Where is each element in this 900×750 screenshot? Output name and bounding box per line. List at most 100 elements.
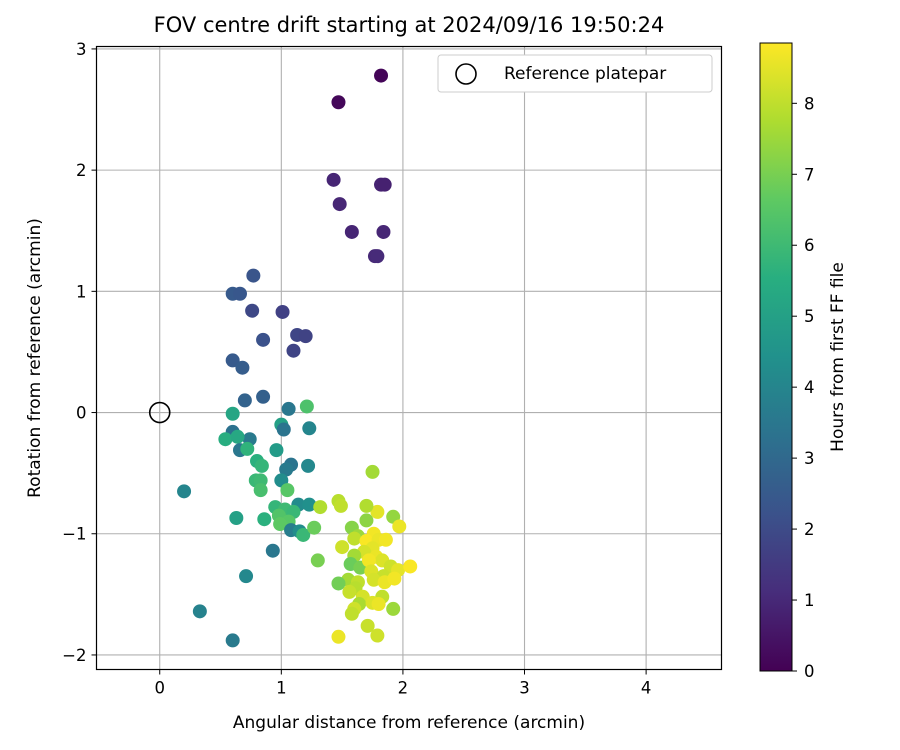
- scatter-point: [276, 422, 291, 437]
- legend-box: [437, 54, 713, 93]
- scatter-point: [359, 498, 374, 513]
- scatter-point: [230, 429, 245, 444]
- scatter-point: [310, 553, 325, 568]
- y-tick-label: 1: [76, 282, 87, 301]
- colorbar-label: Hours from first FF file: [828, 262, 848, 452]
- scatter-point: [265, 543, 280, 558]
- scatter-point: [256, 332, 271, 347]
- scatter-point: [253, 473, 268, 488]
- scatter-point: [370, 628, 385, 643]
- scatter-point: [333, 498, 348, 513]
- scatter-point: [371, 597, 386, 612]
- scatter-point: [387, 571, 402, 586]
- scatter-point: [232, 286, 247, 301]
- scatter-point: [377, 177, 392, 192]
- chart-title: FOV centre drift starting at 2024/09/16 …: [154, 13, 665, 37]
- legend-marker: [455, 63, 477, 85]
- scatter-point: [366, 572, 381, 587]
- scatter-point: [246, 268, 261, 283]
- scatter-point: [279, 462, 294, 477]
- scatter-point: [335, 540, 350, 555]
- scatter-point: [302, 421, 317, 436]
- colorbar-tick-label: 1: [804, 591, 815, 610]
- colorbar-tick-label: 5: [804, 307, 815, 326]
- y-tick-label: −2: [62, 646, 86, 665]
- scatter-point: [344, 224, 359, 239]
- scatter-point: [235, 360, 250, 375]
- scatter-point: [313, 500, 328, 515]
- scatter-point: [257, 512, 272, 527]
- x-tick-label: 0: [154, 679, 165, 698]
- colorbar-tick-label: 2: [804, 520, 815, 539]
- scatter-point: [298, 329, 313, 344]
- scatter-point: [254, 458, 269, 473]
- scatter-point: [273, 517, 288, 532]
- scatter-point: [299, 399, 314, 414]
- scatter-point: [374, 68, 389, 83]
- scatter-point: [286, 343, 301, 358]
- scatter-point: [256, 389, 271, 404]
- scatter-point: [326, 172, 341, 187]
- scatter-point: [347, 531, 362, 546]
- scatter-point: [370, 504, 385, 519]
- y-tick-label: 2: [76, 161, 87, 180]
- scatter-point: [342, 584, 357, 599]
- scatter-point: [331, 95, 346, 110]
- scatter-point: [331, 629, 346, 644]
- data-points: [177, 68, 418, 648]
- colorbar-tick-label: 0: [804, 662, 815, 681]
- scatter-point: [275, 304, 290, 319]
- scatter-point: [344, 606, 359, 621]
- colorbar-tick-label: 3: [804, 449, 815, 468]
- colorbar-ticks: 0 1 2 3 4 5 6 7 8: [792, 94, 815, 681]
- scatter-point: [237, 393, 252, 408]
- legend-label: Reference platepar: [504, 64, 666, 84]
- scatter-point: [177, 484, 192, 499]
- colorbar-gradient: [759, 42, 793, 672]
- scatter-point: [370, 249, 385, 264]
- colorbar-tick-label: 6: [804, 236, 815, 255]
- scatter-point: [240, 441, 255, 456]
- x-tick-label: 4: [641, 679, 652, 698]
- scatter-point: [403, 559, 418, 574]
- scatter-point: [386, 601, 401, 616]
- plot-frame: [95, 45, 723, 671]
- scatter-point: [225, 633, 240, 648]
- scatter-point: [269, 443, 284, 458]
- scatter-point: [192, 604, 207, 619]
- scatter-point: [280, 483, 295, 498]
- scatter-point: [392, 519, 407, 534]
- x-tick-label: 2: [398, 679, 409, 698]
- x-tick-label: 1: [276, 679, 287, 698]
- scatter-point: [229, 510, 244, 525]
- scatter-point: [302, 497, 317, 512]
- reference-platepar-marker: [148, 401, 171, 424]
- scatter-point: [225, 406, 240, 421]
- scatter-point: [361, 553, 376, 568]
- scatter-point: [281, 401, 296, 416]
- colorbar-tick-label: 7: [804, 165, 815, 184]
- scatter-point: [360, 618, 375, 633]
- scatter-point: [376, 224, 391, 239]
- scatter-point: [296, 527, 311, 542]
- colorbar-tick-label: 8: [804, 94, 815, 113]
- scatter-point: [218, 432, 233, 447]
- colorbar-tick-label: 4: [804, 378, 815, 397]
- colorbar: 0 1 2 3 4 5 6 7 8 Hours from first FF file: [759, 42, 848, 681]
- scatter-point: [301, 458, 316, 473]
- scatter-point: [307, 520, 322, 535]
- y-tick-label: 3: [76, 40, 87, 59]
- scatter-point: [245, 303, 260, 318]
- scatter-point: [365, 464, 380, 479]
- legend: Reference platepar: [437, 54, 713, 93]
- y-tick-label: −1: [62, 525, 86, 544]
- grid-lines: [96, 46, 722, 670]
- scatter-point: [253, 483, 268, 498]
- scatter-point: [225, 353, 240, 368]
- y-tick-label: 0: [76, 404, 87, 423]
- x-axis-ticks: 0 1 2 3 4: [154, 669, 652, 698]
- scatter-point: [239, 569, 254, 584]
- y-axis-ticks: −2 −1 0 1 2 3: [62, 40, 97, 665]
- scatter-point: [332, 197, 347, 212]
- y-axis-label: Rotation from reference (arcmin): [25, 218, 45, 498]
